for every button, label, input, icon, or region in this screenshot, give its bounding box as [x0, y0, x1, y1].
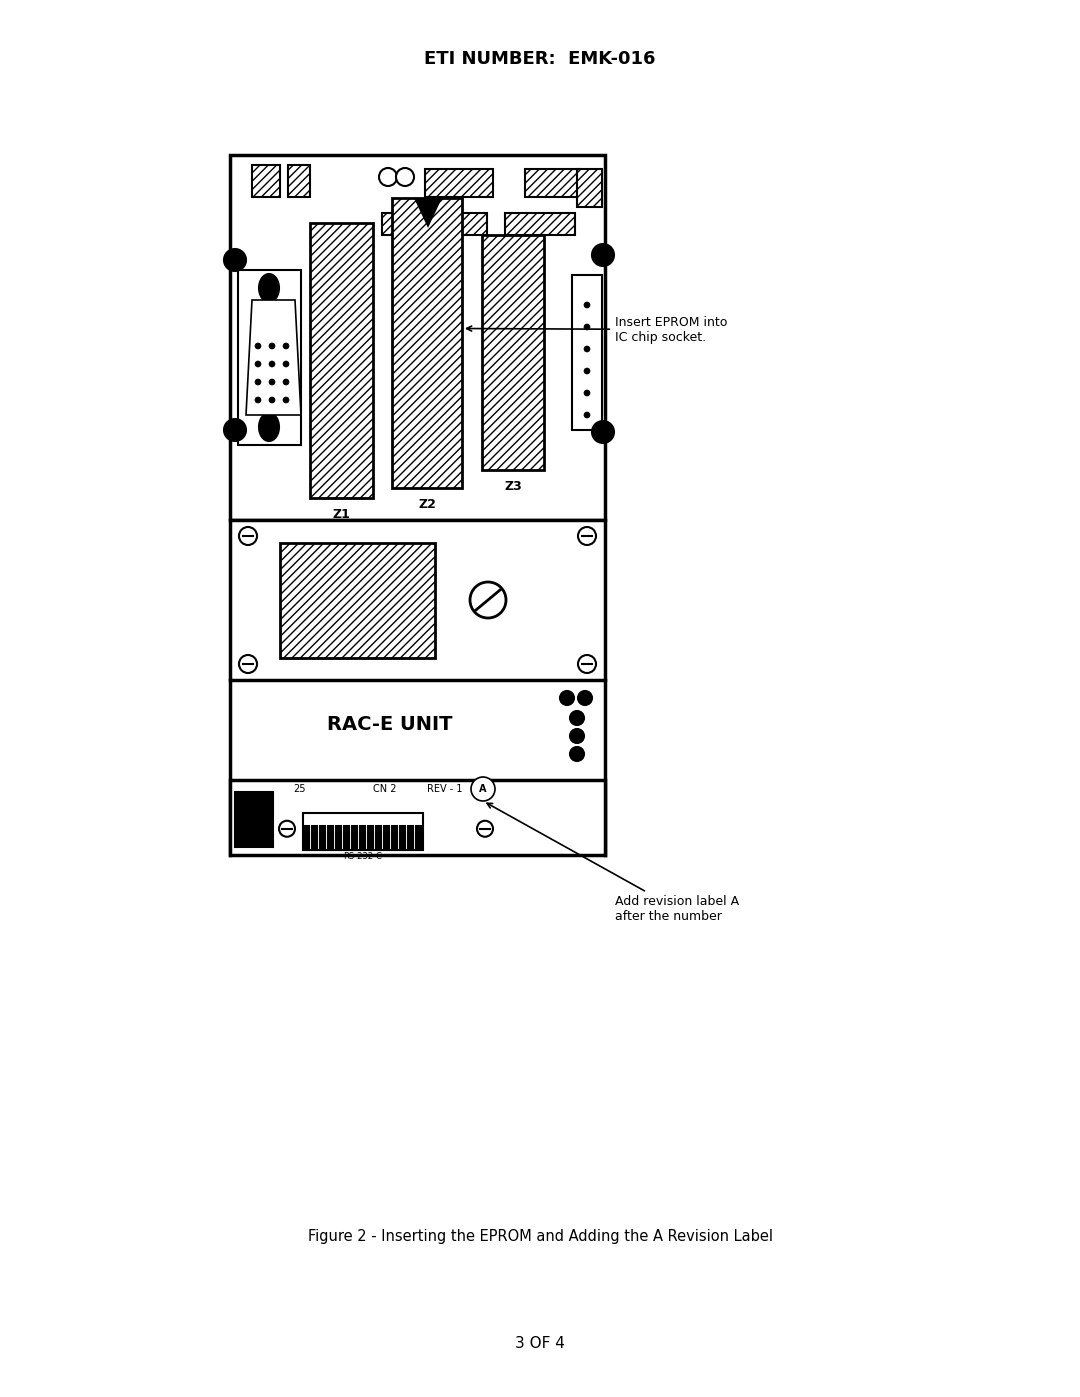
Ellipse shape	[259, 274, 279, 302]
Bar	[230, 520, 605, 680]
Circle shape	[255, 344, 261, 349]
Text: A: A	[480, 784, 487, 793]
Circle shape	[269, 360, 275, 367]
Circle shape	[584, 346, 590, 352]
Bar	[230, 780, 605, 855]
Circle shape	[584, 324, 590, 330]
Text: Insert EPROM into
IC chip socket.: Insert EPROM into IC chip socket.	[467, 316, 727, 344]
Bar	[312, 826, 316, 849]
Text: REV - 1: REV - 1	[428, 784, 462, 793]
Circle shape	[570, 711, 584, 725]
Circle shape	[477, 821, 492, 837]
Circle shape	[584, 367, 590, 374]
Bar	[230, 155, 605, 520]
Bar	[525, 169, 580, 197]
Bar	[360, 826, 365, 849]
Bar	[416, 826, 420, 849]
Bar	[392, 826, 396, 849]
Circle shape	[379, 168, 397, 186]
Bar	[343, 826, 349, 849]
Bar	[288, 165, 310, 197]
Text: Z3: Z3	[504, 481, 522, 493]
Bar	[572, 275, 602, 430]
Bar	[352, 826, 356, 849]
Text: 3 OF 4: 3 OF 4	[515, 1337, 565, 1351]
Ellipse shape	[259, 414, 279, 441]
Bar	[577, 169, 602, 207]
Text: RAC-E UNIT: RAC-E UNIT	[327, 715, 453, 735]
Circle shape	[471, 777, 495, 800]
Circle shape	[570, 729, 584, 743]
Bar	[368, 826, 373, 849]
Bar	[328, 826, 333, 849]
Polygon shape	[246, 300, 301, 415]
Circle shape	[578, 692, 592, 705]
Circle shape	[269, 397, 275, 402]
Text: Z1: Z1	[333, 509, 350, 521]
Bar	[376, 826, 380, 849]
Bar	[426, 169, 492, 197]
Circle shape	[592, 420, 615, 443]
Circle shape	[396, 168, 414, 186]
Circle shape	[283, 360, 289, 367]
Text: Add revision label A
after the number: Add revision label A after the number	[487, 803, 739, 923]
Text: CN 2: CN 2	[374, 784, 396, 793]
Circle shape	[239, 527, 257, 545]
Bar	[252, 165, 280, 197]
Circle shape	[255, 360, 261, 367]
Circle shape	[470, 583, 507, 617]
Text: 25: 25	[294, 784, 307, 793]
Bar	[303, 826, 309, 849]
Text: RS-232-C: RS-232-C	[343, 852, 382, 861]
Text: ETI NUMBER:  EMK-016: ETI NUMBER: EMK-016	[424, 50, 656, 67]
Circle shape	[584, 302, 590, 307]
Circle shape	[224, 419, 246, 441]
Bar	[235, 792, 273, 847]
Bar	[400, 826, 405, 849]
Bar	[505, 212, 575, 235]
Bar	[482, 235, 544, 469]
Circle shape	[592, 244, 615, 265]
Circle shape	[578, 655, 596, 673]
Circle shape	[561, 692, 573, 705]
Circle shape	[239, 655, 257, 673]
Bar	[392, 198, 462, 488]
Circle shape	[279, 821, 295, 837]
Bar	[408, 826, 413, 849]
Text: Z2: Z2	[418, 497, 436, 511]
Bar	[303, 813, 423, 849]
Bar	[320, 826, 325, 849]
Bar	[383, 826, 389, 849]
Circle shape	[283, 397, 289, 402]
Circle shape	[283, 379, 289, 386]
Polygon shape	[414, 198, 442, 228]
Circle shape	[283, 344, 289, 349]
Circle shape	[255, 397, 261, 402]
Bar	[280, 543, 435, 658]
Circle shape	[584, 390, 590, 395]
Bar	[336, 826, 340, 849]
Circle shape	[269, 379, 275, 386]
Bar	[238, 270, 301, 446]
Bar	[310, 224, 373, 497]
Circle shape	[255, 379, 261, 386]
Circle shape	[269, 344, 275, 349]
Circle shape	[570, 747, 584, 761]
Circle shape	[578, 527, 596, 545]
Circle shape	[224, 249, 246, 271]
Text: Figure 2 - Inserting the EPROM and Adding the A Revision Label: Figure 2 - Inserting the EPROM and Addin…	[308, 1229, 772, 1243]
Circle shape	[584, 412, 590, 418]
Bar	[382, 212, 487, 235]
